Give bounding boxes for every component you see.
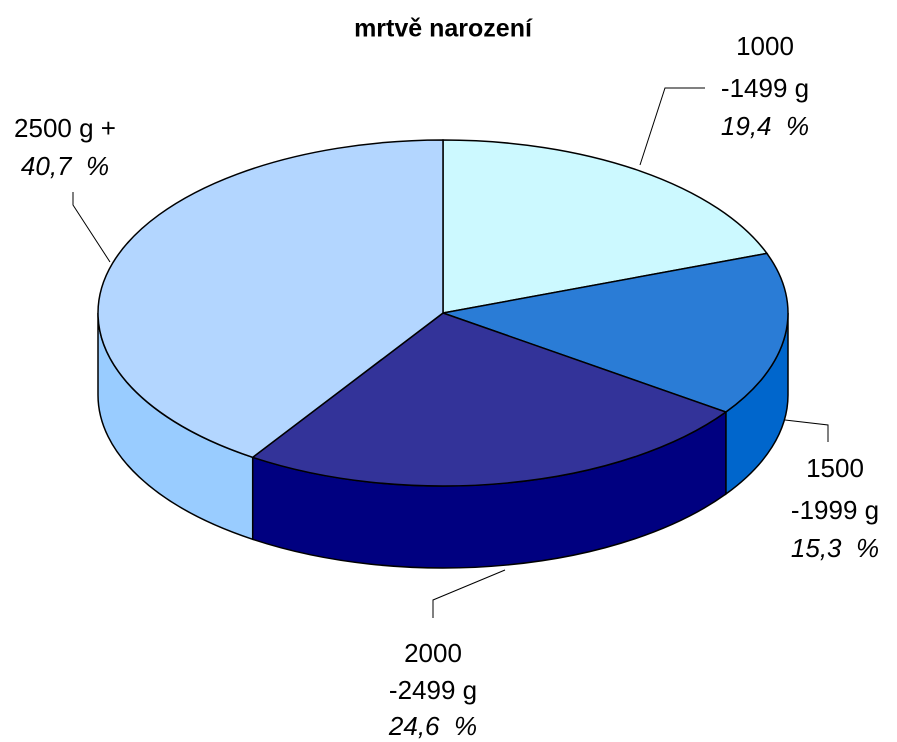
- slice-label: 1000 -1499 g: [721, 31, 809, 103]
- value-label: 24,6 %: [388, 711, 477, 741]
- slice-label: 1500 -1999 g: [791, 453, 879, 525]
- leader-line: [432, 569, 506, 618]
- slice: [442, 139, 769, 314]
- leader-line: [784, 419, 829, 442]
- slice: [97, 139, 444, 459]
- chart-title: mrtvě narození: [354, 15, 533, 43]
- leader-line: [72, 192, 111, 263]
- leader-line: [639, 87, 705, 166]
- slice: [251, 312, 728, 487]
- value-label: 40,7 %: [21, 151, 109, 181]
- slice-label: 2000 -2499 g: [389, 638, 477, 705]
- value-label: 19,4 %: [721, 111, 809, 141]
- value-label: 15,3 %: [791, 533, 879, 563]
- slice: [440, 252, 789, 413]
- slice-label: 2500 g +: [14, 113, 116, 143]
